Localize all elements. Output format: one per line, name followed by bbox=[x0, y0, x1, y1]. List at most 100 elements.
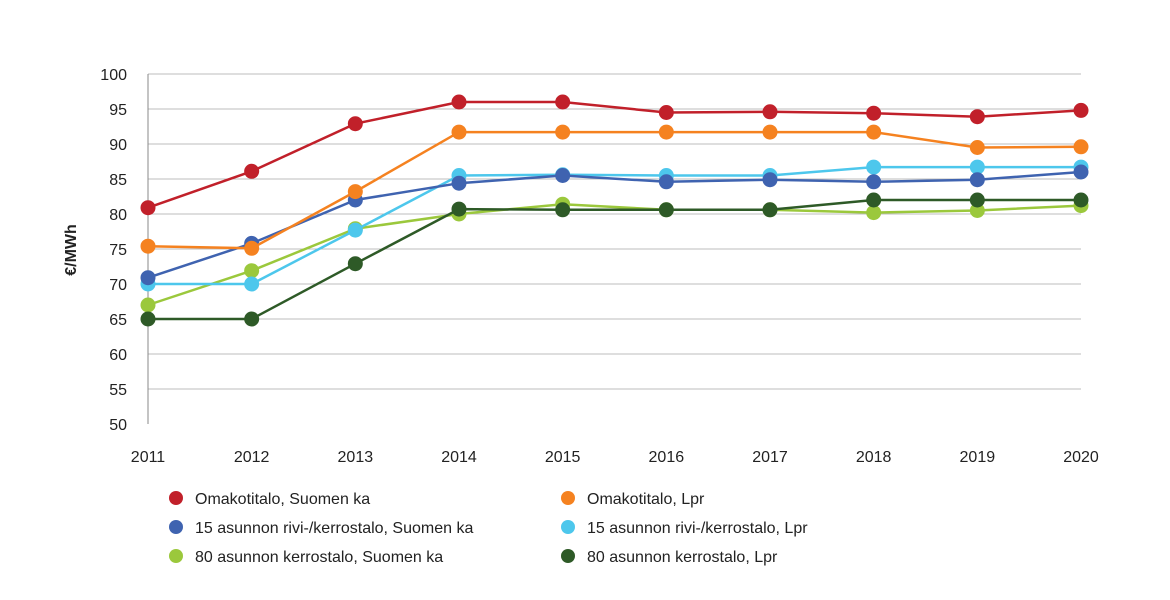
series-group bbox=[140, 94, 1089, 327]
data-point bbox=[555, 202, 571, 218]
legend-label: Omakotitalo, Suomen ka bbox=[195, 491, 370, 508]
series-0 bbox=[140, 94, 1089, 216]
data-point bbox=[969, 192, 985, 208]
data-point bbox=[555, 124, 571, 140]
data-point bbox=[140, 200, 156, 216]
y-tick-label: 100 bbox=[100, 67, 127, 84]
series-line bbox=[147, 100, 1082, 209]
legend-label: Omakotitalo, Lpr bbox=[587, 491, 705, 508]
legend-item: Omakotitalo, Lpr bbox=[561, 491, 705, 508]
data-point bbox=[658, 124, 674, 140]
data-point bbox=[969, 109, 985, 125]
data-point bbox=[451, 94, 467, 110]
y-tick-label: 75 bbox=[109, 242, 127, 259]
x-tick-label: 2011 bbox=[131, 449, 166, 466]
series-line bbox=[147, 170, 1082, 279]
series-line bbox=[148, 198, 1081, 321]
legend-label: 15 asunnon rivi-/kerrostalo, Suomen ka bbox=[195, 520, 473, 537]
data-point bbox=[244, 240, 260, 256]
data-point bbox=[140, 311, 156, 327]
data-point bbox=[451, 124, 467, 140]
series-1 bbox=[140, 124, 1089, 256]
series-line bbox=[147, 202, 1082, 307]
data-point bbox=[866, 205, 882, 221]
data-point bbox=[347, 116, 363, 132]
data-point bbox=[762, 202, 778, 218]
series-line bbox=[147, 130, 1082, 250]
y-tick-label: 50 bbox=[109, 417, 127, 434]
data-point bbox=[866, 159, 882, 175]
data-point bbox=[244, 276, 260, 292]
data-point bbox=[555, 94, 571, 110]
data-point bbox=[969, 159, 985, 175]
y-tick-labels: 50 55 60 65 70 75 80 85 90 95 100 bbox=[100, 67, 127, 434]
data-point bbox=[866, 192, 882, 208]
legend: Omakotitalo, Suomen ka Omakotitalo, Lpr 15… bbox=[169, 491, 808, 566]
data-point bbox=[866, 174, 882, 190]
legend-marker bbox=[169, 491, 183, 505]
y-tick-label: 90 bbox=[109, 137, 127, 154]
legend-label: 80 asunnon kerrostalo, Suomen ka bbox=[195, 549, 443, 566]
x-tick-label: 2013 bbox=[338, 449, 374, 466]
data-point bbox=[658, 174, 674, 190]
legend-label: 15 asunnon rivi-/kerrostalo, Lpr bbox=[587, 520, 808, 537]
legend-item: 15 asunnon rivi-/kerrostalo, Lpr bbox=[561, 520, 808, 537]
x-tick-label: 2015 bbox=[545, 449, 581, 466]
data-point bbox=[244, 263, 260, 279]
data-point bbox=[866, 124, 882, 140]
series-line bbox=[148, 165, 1081, 286]
data-point bbox=[140, 297, 156, 313]
data-point bbox=[244, 163, 260, 179]
data-point bbox=[347, 184, 363, 200]
legend-item: Omakotitalo, Suomen ka bbox=[169, 491, 370, 508]
x-tick-label: 2020 bbox=[1063, 449, 1099, 466]
data-point bbox=[969, 140, 985, 155]
y-tick-label: 65 bbox=[109, 312, 127, 329]
data-point bbox=[762, 172, 778, 188]
legend-marker bbox=[169, 549, 183, 563]
legend-label: 80 asunnon kerrostalo, Lpr bbox=[587, 549, 778, 566]
legend-marker bbox=[561, 491, 575, 505]
data-point bbox=[1073, 139, 1089, 155]
x-tick-label: 2017 bbox=[752, 449, 788, 466]
data-point bbox=[969, 203, 985, 218]
x-tick-label: 2018 bbox=[856, 449, 892, 466]
data-point bbox=[1073, 192, 1089, 208]
data-point bbox=[866, 105, 882, 121]
data-point bbox=[762, 104, 778, 120]
legend-marker bbox=[561, 520, 575, 534]
y-axis-label: €/MWh bbox=[63, 224, 80, 276]
y-tick-label: 80 bbox=[109, 207, 127, 224]
gridlines bbox=[147, 73, 1081, 424]
y-tick-label: 60 bbox=[109, 347, 127, 364]
legend-item: 15 asunnon rivi-/kerrostalo, Suomen ka bbox=[169, 520, 473, 537]
data-point bbox=[451, 201, 467, 217]
data-point bbox=[1073, 164, 1089, 180]
legend-item: 80 asunnon kerrostalo, Suomen ka bbox=[169, 549, 443, 566]
data-point bbox=[347, 256, 363, 272]
data-point bbox=[555, 168, 571, 183]
data-point bbox=[969, 172, 985, 188]
data-point bbox=[140, 238, 156, 254]
series-5 bbox=[140, 192, 1089, 327]
x-tick-label: 2012 bbox=[234, 449, 270, 466]
data-point bbox=[762, 124, 778, 140]
data-point bbox=[347, 222, 363, 238]
x-tick-label: 2019 bbox=[960, 449, 996, 466]
legend-marker bbox=[561, 549, 575, 563]
data-point bbox=[658, 202, 674, 218]
y-tick-label: 70 bbox=[109, 277, 127, 294]
x-tick-label: 2014 bbox=[441, 449, 477, 466]
y-tick-label: 85 bbox=[109, 172, 127, 189]
y-tick-label: 55 bbox=[109, 382, 127, 399]
data-point bbox=[140, 270, 156, 286]
data-point bbox=[451, 175, 467, 191]
legend-marker bbox=[169, 520, 183, 534]
data-point bbox=[244, 311, 260, 327]
x-tick-label: 2016 bbox=[649, 449, 685, 466]
data-point bbox=[1073, 102, 1089, 118]
legend-item: 80 asunnon kerrostalo, Lpr bbox=[561, 549, 778, 566]
x-tick-labels: 2011 2012 2013 2014 2015 2016 2017 2018 2019 2020 bbox=[131, 449, 1099, 466]
